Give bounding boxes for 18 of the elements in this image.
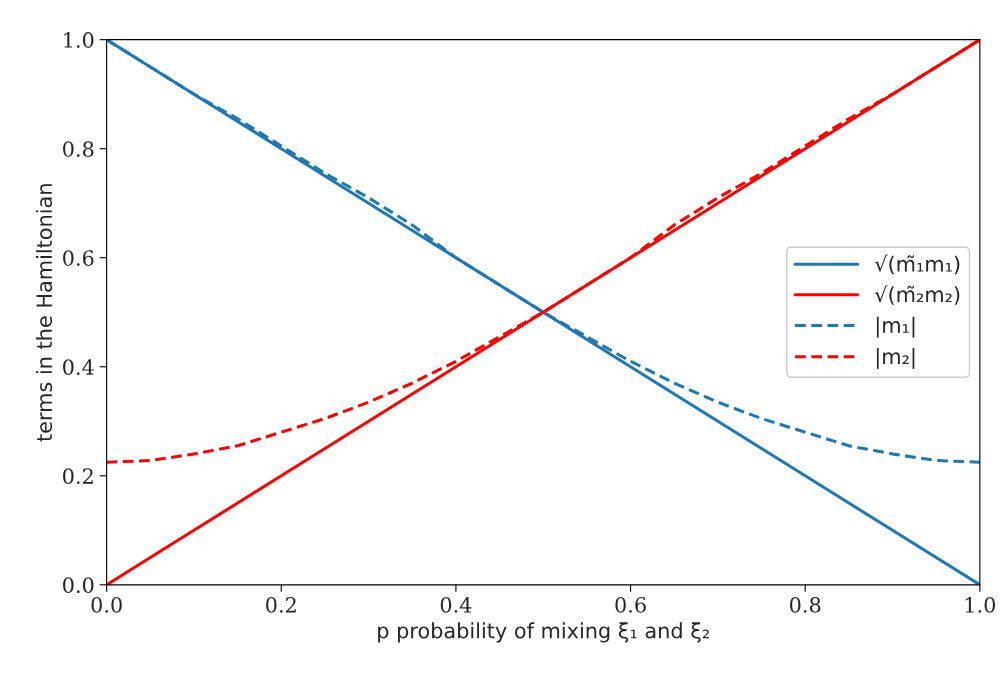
y-tick-label: 1.0: [64, 32, 94, 48]
y-tick-label: 0.8: [63, 141, 94, 157]
x-axis-title: p probability of mixing ξ₁ and ξ₂: [378, 622, 709, 643]
x-tick-label: 0.4: [440, 596, 472, 613]
y-tick-label: 0.2: [63, 468, 93, 484]
x-tick-label: 1.0: [965, 596, 996, 613]
y-tick-label: 0.6: [63, 250, 94, 266]
y-axis-title: terms in the Hamiltonian: [35, 184, 53, 442]
x-tick-label: 0.2: [266, 596, 296, 613]
legend-label: √(m̃₂m₂): [874, 285, 960, 305]
legend-label: |m₁|: [876, 316, 915, 338]
y-tick-label: 0.4: [63, 359, 94, 375]
legend-label: √(m̃₁m₁): [874, 254, 960, 275]
legend-label: |m₂|: [876, 348, 915, 369]
x-tick-label: 0.0: [91, 596, 122, 613]
x-tick-label: 0.8: [790, 596, 821, 613]
x-tick-label: 0.6: [615, 596, 646, 613]
y-tick-label: 0.0: [63, 577, 94, 594]
